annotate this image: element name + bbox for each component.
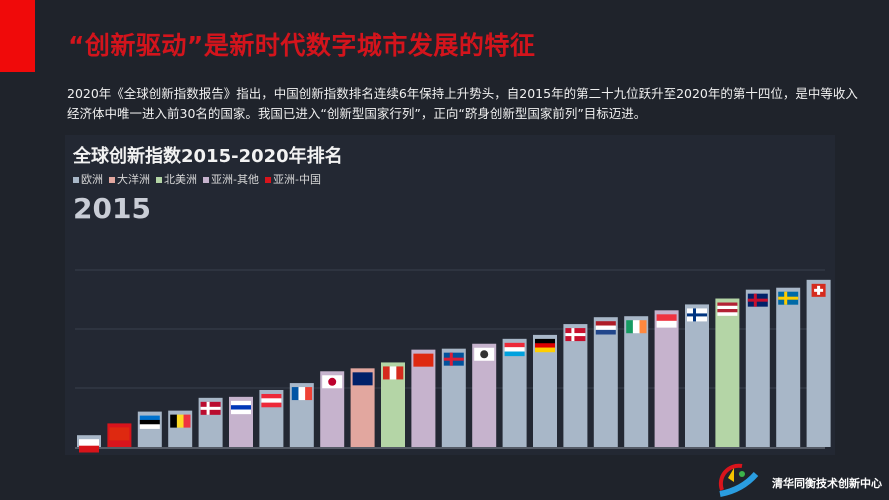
flag-icon-JP: [328, 377, 337, 386]
logo-icon: [718, 463, 759, 497]
flag-icon-GB: [747, 298, 768, 302]
flag-icon-CH: [814, 288, 824, 292]
flag-icon-US: [717, 312, 738, 316]
year-label: 2015: [73, 192, 151, 225]
chart-title: 全球创新指数2015-2020年排名: [73, 146, 343, 167]
flag-icon-SG: [656, 314, 677, 322]
legend-swatch: [109, 177, 115, 183]
flag-icon-CZ: [79, 445, 99, 453]
flag-icon-FI: [687, 313, 707, 317]
legend-label: 亚洲-中国: [272, 173, 321, 186]
legend-swatch: [156, 177, 162, 183]
flag-icon-SE: [778, 296, 799, 300]
flag-icon-AT: [261, 402, 282, 408]
legend-label: 北美洲: [164, 173, 197, 186]
bar-US: [715, 298, 740, 447]
flag-icon-FR: [298, 387, 306, 401]
flag-icon-IS: [443, 357, 464, 361]
flag-icon-LU: [504, 347, 525, 352]
bar-FI: [685, 304, 709, 447]
legend-swatch: [73, 177, 79, 183]
flag-icon-NL: [595, 321, 616, 326]
flag-icon-US: [717, 302, 738, 307]
bar-SG: [654, 310, 679, 447]
flag-icon-US: [717, 309, 738, 313]
legend-label: 大洋洲: [117, 173, 150, 186]
flag-icon-EE: [139, 419, 160, 425]
flag-icon-NL: [595, 325, 616, 331]
flag-icon-DE: [535, 343, 555, 348]
legend-item: 欧洲: [73, 171, 103, 187]
flag-icon-EE: [139, 415, 160, 421]
flag-icon-HK: [413, 353, 434, 367]
legend-label: 亚洲-其他: [211, 173, 259, 186]
bar-DK: [563, 324, 588, 447]
flag-icon-DE: [535, 338, 555, 344]
flag-icon-CA: [389, 366, 397, 380]
legend-label: 欧洲: [81, 173, 103, 186]
flag-icon-CZ: [79, 439, 99, 446]
accent-block: [0, 0, 35, 72]
flag-icon-NZ: [352, 372, 373, 386]
bar-DE: [533, 334, 557, 447]
flag-icon-SG: [656, 320, 677, 328]
bar-CH: [806, 279, 831, 447]
flag-icon-KR: [480, 350, 489, 359]
legend-swatch: [203, 177, 209, 183]
flag-icon-FR: [291, 387, 299, 401]
flag-icon-CA: [396, 366, 404, 380]
chart-legend: 欧洲 大洋洲 北美洲 亚洲-其他 亚洲-中国: [73, 171, 321, 187]
bar-IE: [624, 316, 649, 447]
bar-SE: [776, 287, 801, 447]
flag-icon-IL: [231, 409, 251, 415]
flag-icon-BE: [170, 414, 178, 428]
page-title: “创新驱动”是新时代数字城市发展的特征: [68, 31, 536, 60]
flag-icon-FR: [305, 387, 313, 401]
flag-icon-IL: [231, 400, 251, 406]
flag-icon-IE: [632, 320, 640, 334]
legend-item: 北美洲: [156, 171, 197, 187]
legend-item: 大洋洲: [109, 171, 150, 187]
bar-GB: [745, 289, 770, 447]
intro-paragraph: 2020年《全球创新指数报告》指出，中国创新指数排名连续6年保持上升势头，自20…: [67, 86, 858, 121]
bar-KR: [472, 343, 497, 447]
flag-icon-LU: [504, 351, 525, 357]
bar-LU: [502, 338, 527, 447]
flag-icon-AT: [261, 398, 282, 403]
legend-item: 亚洲-中国: [264, 171, 321, 187]
flag-icon-IE: [639, 320, 647, 334]
legend-swatch: [264, 177, 271, 183]
flag-icon-CN: [109, 427, 130, 441]
flag-icon-AT: [261, 393, 282, 399]
flag-icon-BE: [183, 414, 191, 428]
logo-text: 清华同衡技术创新中心: [772, 477, 882, 490]
flag-icon-IE: [626, 320, 634, 334]
legend-item: 亚洲-其他: [203, 171, 259, 187]
flag-icon-DE: [535, 347, 555, 353]
flag-icon-EE: [139, 424, 160, 429]
flag-icon-NL: [595, 329, 616, 335]
flag-icon-CA: [383, 366, 390, 380]
bar-NL: [593, 317, 618, 447]
flag-icon-NO: [200, 406, 221, 410]
flag-icon-IL: [231, 405, 251, 410]
flag-icon-US: [717, 305, 738, 310]
flag-icon-LU: [504, 342, 525, 348]
flag-icon-BE: [176, 414, 184, 428]
flag-icon-DK: [565, 333, 586, 337]
